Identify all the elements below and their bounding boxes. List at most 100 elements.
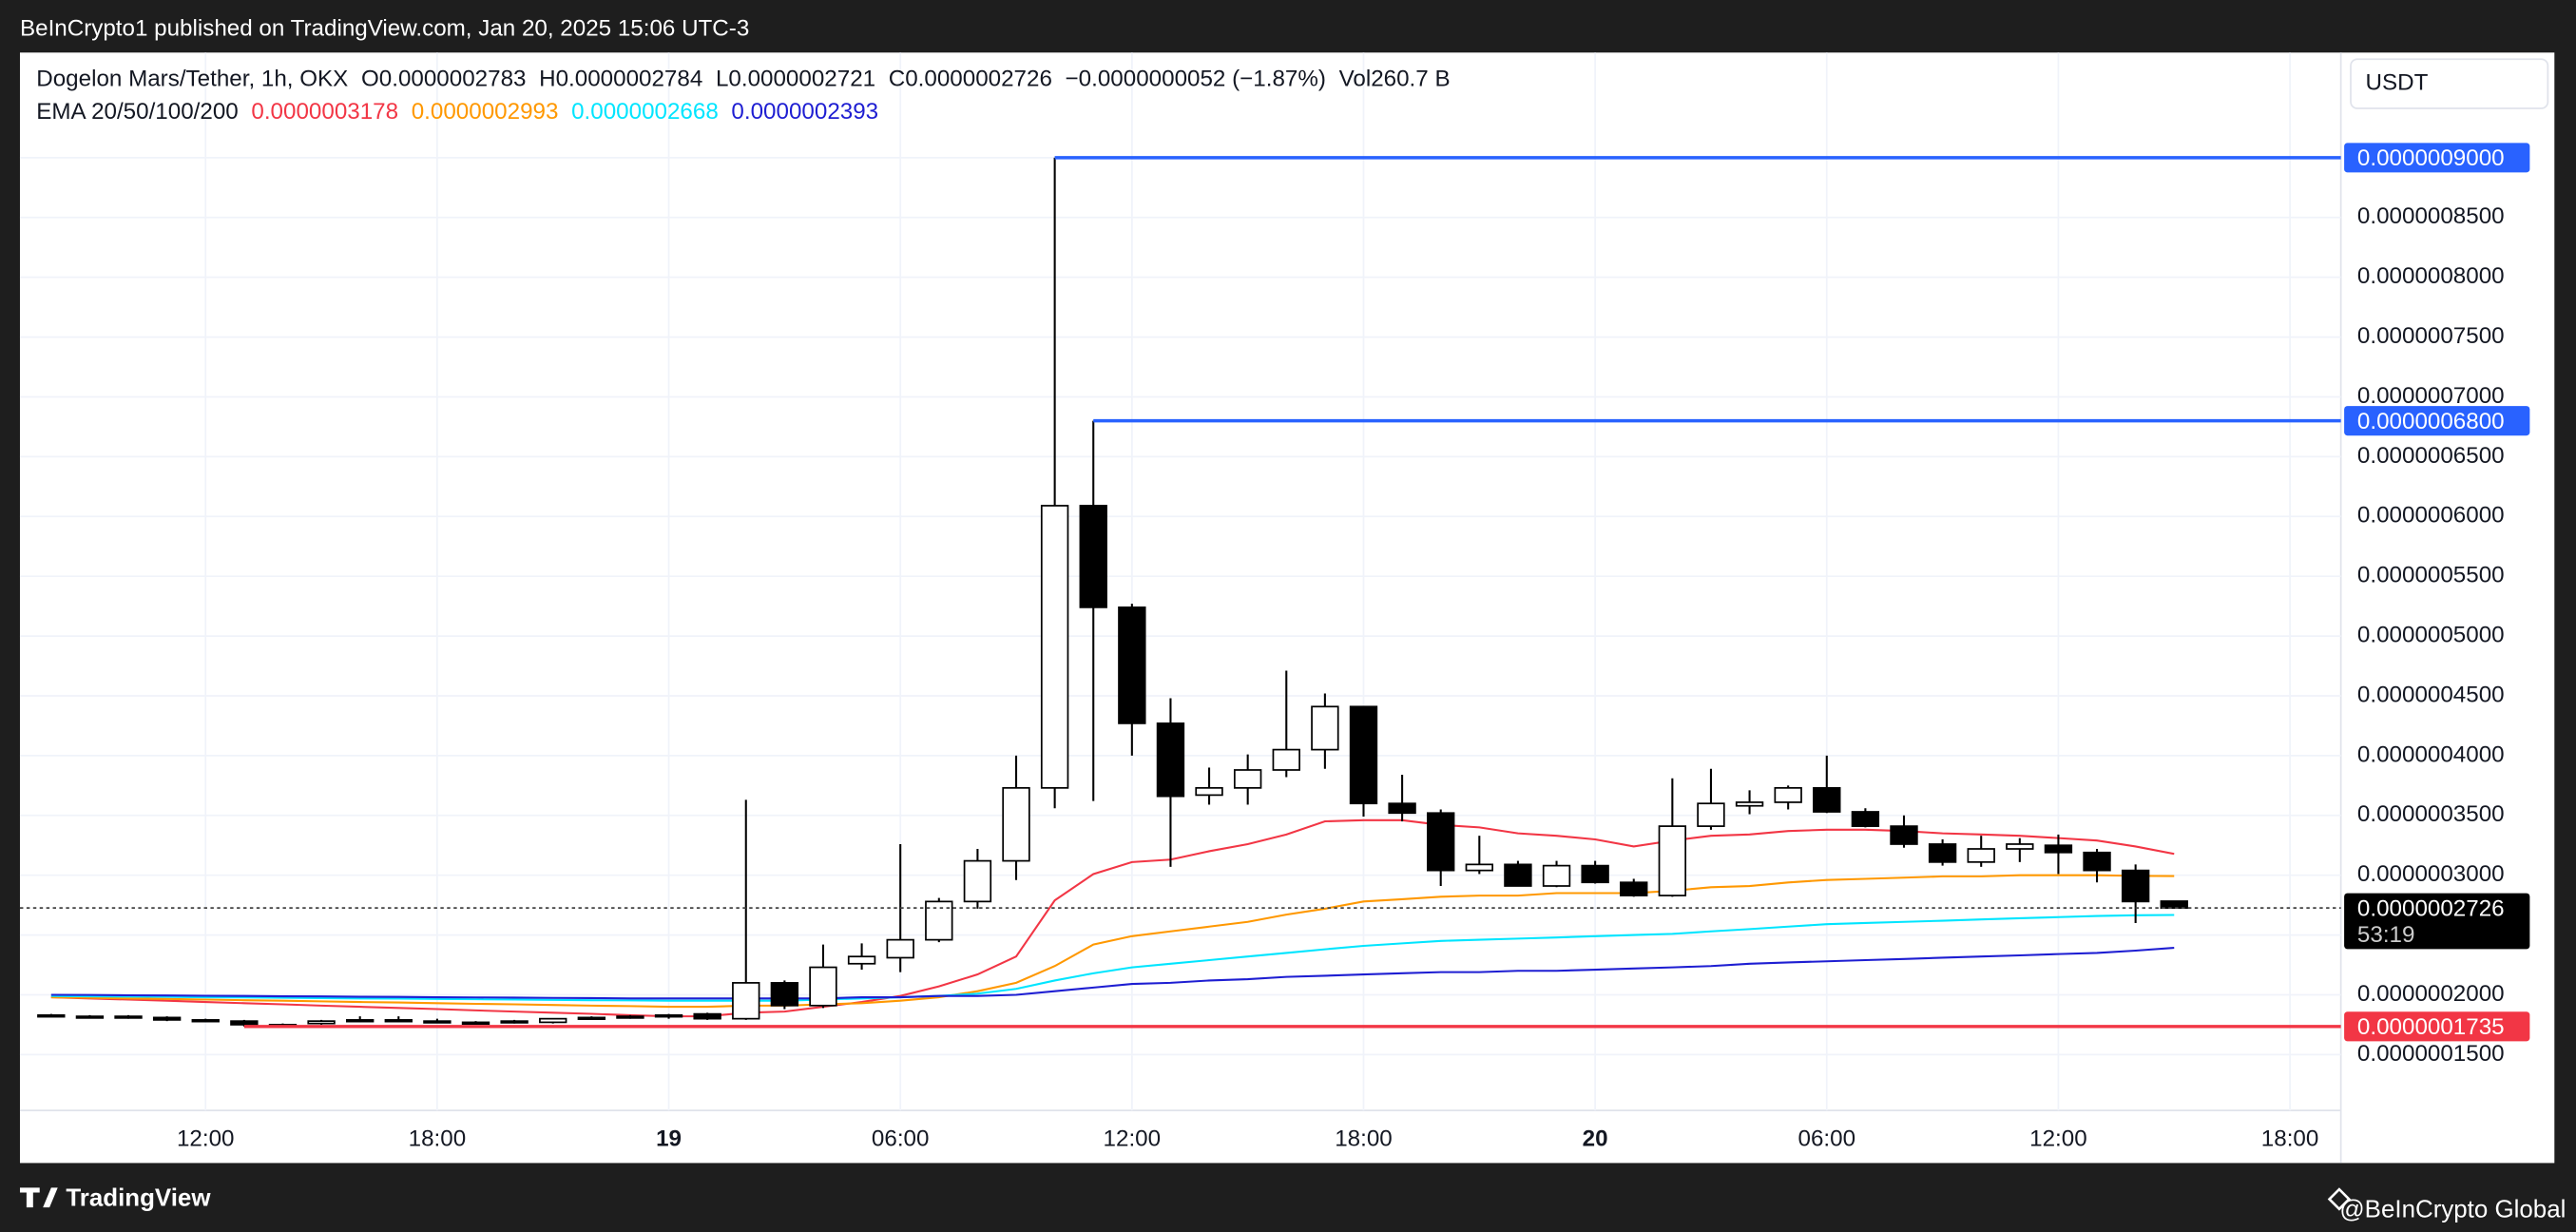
- x-tick-label: 12:00: [177, 1126, 235, 1152]
- candle-body: [37, 1014, 66, 1018]
- y-tick-label: 0.0000004000: [2357, 741, 2505, 767]
- ohlc-value: 0.0000002783: [379, 67, 527, 92]
- countdown: 53:19: [2357, 922, 2415, 948]
- candle-body: [963, 859, 992, 903]
- candle-body: [847, 955, 876, 965]
- candle-body: [2160, 900, 2188, 910]
- candle-body: [539, 1017, 567, 1024]
- candle-body: [1735, 801, 1764, 807]
- logo-mark: [19, 1187, 58, 1208]
- x-tick-label: 12:00: [2029, 1126, 2087, 1152]
- candle-body: [114, 1015, 143, 1019]
- candle-body: [1156, 722, 1185, 798]
- candle-body: [1465, 863, 1493, 872]
- x-tick-label: 18:00: [1335, 1126, 1393, 1152]
- y-tick-label: 0.0000006500: [2357, 443, 2505, 469]
- ohlc-key: O: [361, 67, 379, 92]
- candle-body: [461, 1021, 490, 1026]
- candle-body: [577, 1016, 606, 1020]
- candle-body: [1233, 769, 1262, 789]
- candle-body: [152, 1016, 182, 1021]
- candle-body: [1427, 812, 1455, 872]
- candle-body: [1079, 505, 1107, 608]
- y-tick-label: 0.0000008000: [2357, 263, 2505, 289]
- candle-body: [1851, 811, 1880, 827]
- chart-area: [19, 52, 2555, 1164]
- y-tick-label: 0.0000004500: [2357, 682, 2505, 707]
- candle-body: [1967, 848, 1995, 863]
- symbol: Dogelon Mars/Tether, 1h, OKX: [36, 67, 348, 92]
- candle-body: [2006, 843, 2034, 850]
- candle-body: [1388, 802, 1416, 815]
- y-tick-label: 0.0000001500: [2357, 1041, 2505, 1067]
- change: −0.0000000052 (−1.87%): [1066, 67, 1326, 92]
- logo: TradingView: [19, 1184, 211, 1211]
- candle-body: [1813, 786, 1841, 813]
- ema-line: [50, 947, 2175, 1000]
- candle-body: [191, 1019, 220, 1023]
- ohlc-value: 0.0000002784: [556, 67, 703, 92]
- symbol-legend: Dogelon Mars/Tether, 1h, OKX O0.00000027…: [36, 67, 1450, 92]
- candle-body: [1658, 825, 1687, 896]
- indicator-name: EMA 20/50/100/200: [36, 100, 238, 125]
- candle-body: [693, 1012, 721, 1020]
- ohlc-value: 0.0000002721: [728, 67, 875, 92]
- y-tick-label: 0.0000005000: [2357, 622, 2505, 647]
- logo-text: TradingView: [66, 1184, 211, 1211]
- ema-line: [50, 914, 2175, 1002]
- x-tick-label: 18:00: [409, 1126, 467, 1152]
- ohlc-key: L: [716, 67, 728, 92]
- candle-body: [654, 1014, 683, 1018]
- candle-body: [1620, 881, 1648, 896]
- candle-body: [1504, 863, 1532, 887]
- candle-body: [2044, 844, 2073, 854]
- ema-value: 0.0000002393: [731, 100, 878, 125]
- currency[interactable]: USDT: [2366, 70, 2429, 96]
- attribution: BeInCrypto1 published on TradingView.com…: [20, 15, 749, 41]
- level-label: 0.0000001735: [2357, 1014, 2505, 1040]
- watermark: @BeInCrypto Global: [2339, 1196, 2566, 1222]
- x-tick-label: 06:00: [872, 1126, 930, 1152]
- candle-body: [500, 1020, 529, 1024]
- level-label: 0.0000009000: [2357, 145, 2505, 171]
- y-tick-label: 0.0000007000: [2357, 383, 2505, 409]
- plot: 0.00000015000.00000020000.00000025000.00…: [19, 52, 2530, 1152]
- candle-body: [1581, 864, 1609, 884]
- candle-body: [732, 982, 760, 1020]
- currency-box[interactable]: [2350, 58, 2549, 109]
- candle-body: [809, 966, 837, 1007]
- candle-body: [230, 1020, 259, 1026]
- watermark-icon: [2327, 1187, 2352, 1211]
- candle-body: [1272, 748, 1300, 771]
- x-tick-label: 12:00: [1104, 1126, 1162, 1152]
- candle-body: [1195, 786, 1223, 797]
- candle-body: [75, 1015, 105, 1019]
- y-tick-label: 0.0000007500: [2357, 323, 2505, 349]
- level-tag: [2344, 1011, 2530, 1042]
- candle-body: [1928, 843, 1957, 863]
- candle-body: [1311, 705, 1339, 751]
- y-tick-label: 0.0000005500: [2357, 563, 2505, 588]
- ema-value: 0.0000002668: [571, 100, 719, 125]
- volume-key: Vol: [1339, 67, 1372, 92]
- candle-body: [1697, 802, 1725, 827]
- indicator-legend: EMA 20/50/100/200 0.0000003178 0.0000002…: [36, 100, 878, 125]
- candle-body: [1349, 705, 1378, 805]
- candle-body: [770, 982, 799, 1007]
- candle-body: [345, 1019, 375, 1023]
- last-price-tag: [2344, 893, 2530, 950]
- ema-value: 0.0000003178: [251, 100, 398, 125]
- volume-value: 260.7 B: [1371, 67, 1450, 92]
- candle-body: [2121, 869, 2150, 903]
- ema-value: 0.0000002993: [412, 100, 559, 125]
- x-tick-label: 20: [1583, 1126, 1608, 1152]
- level-label: 0.0000006800: [2357, 409, 2505, 434]
- x-tick-label: 19: [656, 1126, 682, 1152]
- x-tick-label: 18:00: [2261, 1126, 2319, 1152]
- level-tag: [2344, 143, 2530, 173]
- level-tag: [2344, 406, 2530, 436]
- y-tick-label: 0.0000002000: [2357, 981, 2505, 1007]
- candle-body: [423, 1020, 452, 1024]
